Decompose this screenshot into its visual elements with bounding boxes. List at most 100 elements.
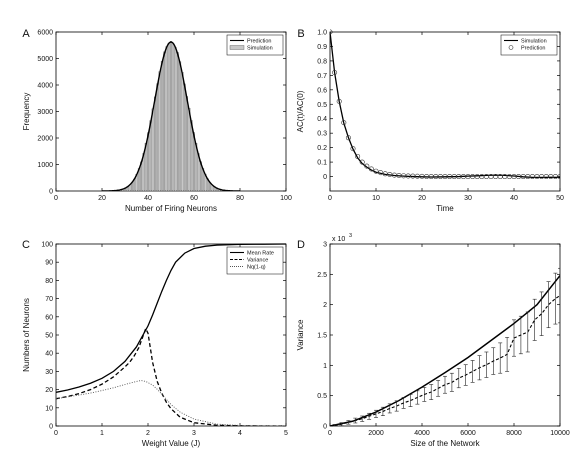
prediction-point [350,146,356,152]
y-tick-label: 3 [323,242,327,249]
prediction-point [534,174,540,180]
prediction-point [474,174,480,180]
legend-swatch-bar [229,45,245,50]
prediction-point [364,163,370,169]
legend-label: Variance [247,258,268,264]
x-tick-label: 4000 [414,430,430,437]
panel-label: B [297,28,304,40]
y-tick-label: 0.6 [317,87,327,94]
histogram-bar [149,120,152,191]
histogram-bar [154,96,156,191]
prediction-point [330,29,333,35]
y-tick-label: 2.5 [317,272,327,279]
x-tick-label: 0 [328,430,332,437]
x-axis-label: Time [436,204,454,213]
histogram-bar [174,46,177,191]
y-tick-label: 0.8 [317,58,327,65]
y-tick-label: 60 [45,314,53,321]
y-tick-label: 90 [45,260,53,267]
x-tick-label: 10 [372,195,380,202]
legend-label: Nq(1-q) [247,265,266,271]
x-tick-label: 40 [510,195,518,202]
x-tick-label: 10000 [550,430,570,437]
x-tick-label: 60 [190,195,198,202]
panel-label: A [22,28,30,40]
x-tick-label: 2000 [368,430,384,437]
legend-swatch-circle [508,45,514,50]
histogram-bar [167,42,170,191]
y-tick-label: 40 [45,351,53,358]
x-axis-label: Weight Value (J) [142,439,201,448]
y-axis-label: Frequency [22,93,31,131]
prediction-point [359,159,365,165]
panel-b: B 0 10 20 30 40 50 0 0.1 0.2 0.3 0.4 0.5 0.6 0.7 0.8 0.9… [296,28,564,213]
y-axis-label: Numbers of Neurons [22,298,31,372]
y-tick-label: 30 [45,369,53,376]
y-tick-label: 0 [323,424,327,431]
y-tick-label: 1.5 [317,333,327,340]
y-tick-label: 0.5 [317,102,327,109]
prediction-point [373,168,379,174]
prediction-point [506,174,512,180]
y-tick-label: 20 [45,387,53,394]
plot-area [56,243,286,426]
y-tick-label: 80 [45,278,53,285]
x-axis-label: Size of the Network [410,439,480,448]
y-tick-label: 0.3 [317,131,327,138]
y-tick-label: 6000 [37,30,53,37]
series-line-dashed [56,326,286,426]
series-line-solid [56,243,286,393]
histogram-bar [156,83,159,191]
x-tick-label: 20 [98,195,106,202]
histogram-bar [147,132,149,191]
histogram-bar [160,60,163,191]
x-axis-label: Number of Firing Neurons [125,204,217,213]
y-tick-label: 0 [49,424,53,431]
plot-area [330,267,560,426]
y-tick-label: 0.4 [317,116,327,123]
prediction-point [548,174,554,180]
plot-frame [329,31,561,192]
x-tick-label: 0 [328,195,332,202]
y-axis-label: Variance [296,319,305,351]
prediction-point [345,135,351,141]
prediction-point [355,153,361,159]
x-tick-label: 3 [192,430,196,437]
y-tick-label: 10 [45,405,53,412]
y-multiplier-exponent: 3 [349,233,352,239]
histogram-bar [163,51,165,191]
y-tick-label: 1.0 [317,30,327,37]
y-tick-label: 0 [323,174,327,181]
histogram-bar [183,83,186,191]
y-tick-label: 0.1 [317,160,327,167]
plot-frame [329,243,561,427]
plot-area [102,41,240,191]
series-line-dotted [56,380,286,426]
prediction-point [557,174,560,180]
plot-area [330,29,560,180]
y-tick-label: 1 [323,363,327,370]
panel-d: D 0 2000 4000 6000 8000 10000 0 0.5 1 1.5 2 2.5 3 Size… [296,233,570,448]
x-tick-label: 30 [464,195,472,202]
histogram-bar [165,46,168,191]
legend-label: Prediction [247,39,271,45]
y-tick-label: 2000 [37,136,53,143]
histogram-bar [181,72,184,191]
y-tick-label: 0 [49,189,53,196]
prediction-point [368,166,374,172]
legend-label: Simulation [247,46,273,52]
prediction-point [336,98,342,104]
theory-line [330,275,560,426]
histogram-bar [172,43,175,191]
prediction-point [378,170,384,176]
prediction-point [529,174,535,180]
histogram-bar [190,120,193,191]
x-tick-label: 0 [54,430,58,437]
legend-label: Mean Rate [247,251,274,257]
histogram-bar [177,52,179,191]
y-tick-label: 1000 [37,162,53,169]
x-tick-label: 100 [280,195,292,202]
y-tick-label: 70 [45,296,53,303]
y-tick-label: 5000 [37,56,53,63]
